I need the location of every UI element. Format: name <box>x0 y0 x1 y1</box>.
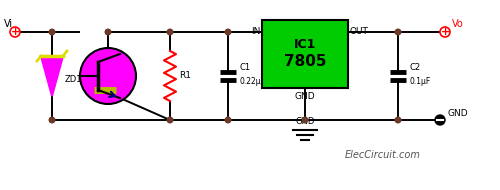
Circle shape <box>105 29 111 35</box>
Text: IN: IN <box>250 28 260 36</box>
Text: R1: R1 <box>179 71 191 81</box>
Circle shape <box>395 117 401 123</box>
Circle shape <box>225 117 231 123</box>
Circle shape <box>225 29 231 35</box>
Bar <box>262 20 348 88</box>
Text: IC1: IC1 <box>294 39 316 51</box>
Circle shape <box>167 117 173 123</box>
Text: 0.1μF: 0.1μF <box>409 77 430 86</box>
Polygon shape <box>41 56 63 96</box>
Text: OUT: OUT <box>350 28 369 36</box>
Circle shape <box>49 29 55 35</box>
Text: ElecCircuit.com: ElecCircuit.com <box>345 150 421 160</box>
Text: ZD1: ZD1 <box>65 75 82 85</box>
Circle shape <box>302 117 308 123</box>
Text: Vi: Vi <box>4 19 13 29</box>
Text: +: + <box>10 27 20 37</box>
Text: C2: C2 <box>409 63 420 71</box>
Text: 0.22μF: 0.22μF <box>239 77 265 86</box>
Text: +: + <box>440 27 450 37</box>
Circle shape <box>435 115 445 125</box>
Text: C1: C1 <box>239 63 250 71</box>
Text: Vo: Vo <box>452 19 464 29</box>
Circle shape <box>167 29 173 35</box>
Text: GND: GND <box>448 109 468 118</box>
Circle shape <box>80 48 136 104</box>
Circle shape <box>49 117 55 123</box>
Text: 7805: 7805 <box>284 55 326 70</box>
Text: GND: GND <box>296 117 314 126</box>
Text: GND: GND <box>294 92 316 101</box>
Circle shape <box>395 29 401 35</box>
